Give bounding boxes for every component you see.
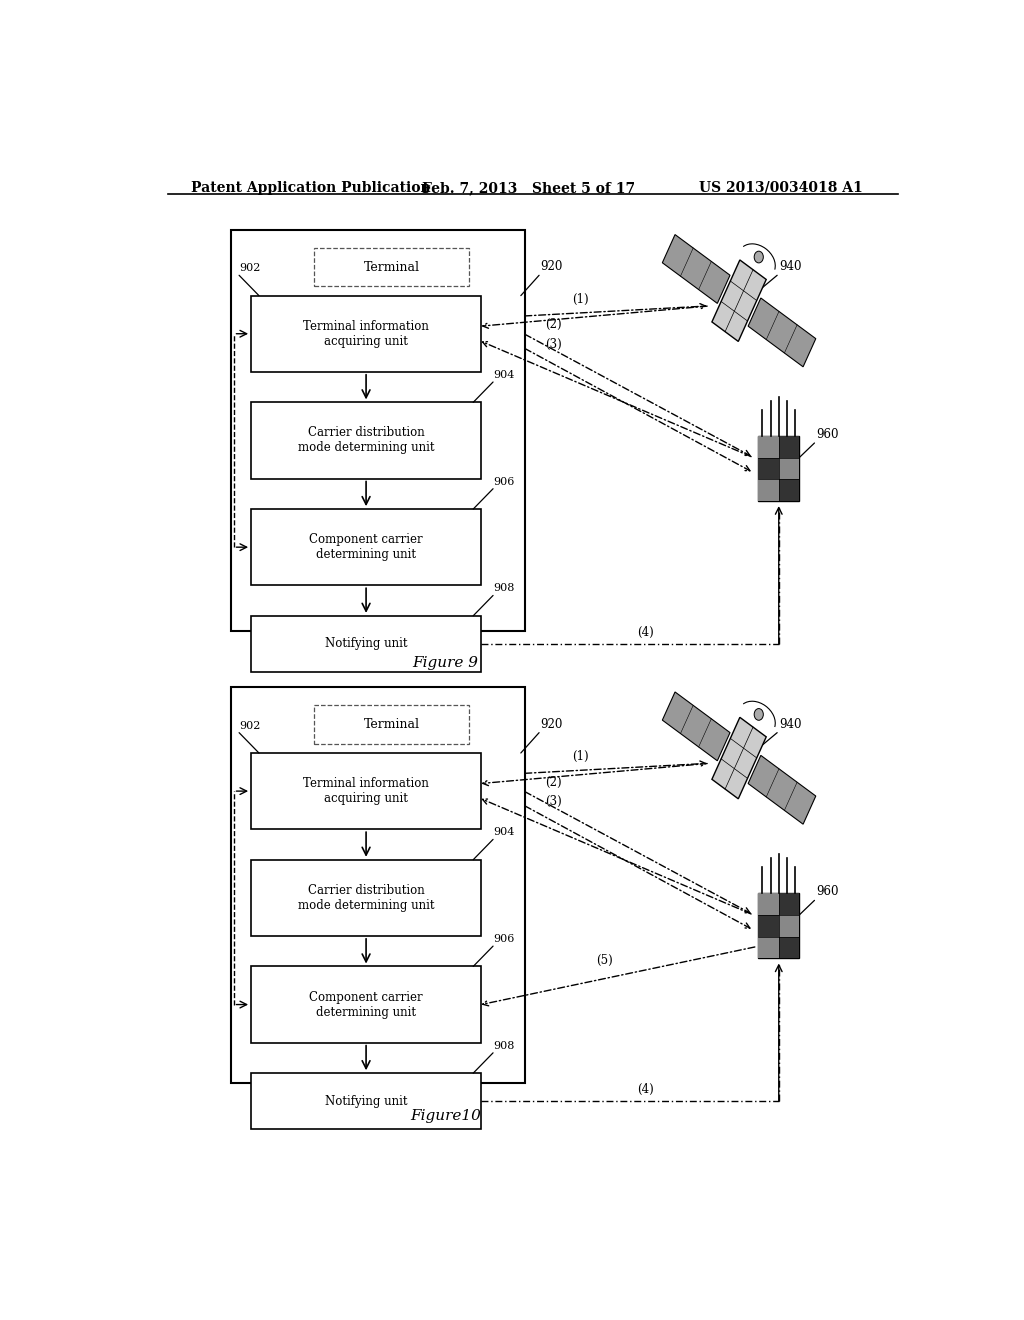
Bar — [251, 859, 481, 936]
Text: 902: 902 — [240, 721, 260, 731]
Text: (5): (5) — [596, 954, 612, 968]
Text: 906: 906 — [494, 935, 514, 944]
Bar — [759, 436, 799, 500]
Text: (3): (3) — [545, 795, 561, 808]
Bar — [759, 894, 799, 958]
Bar — [251, 296, 481, 372]
Text: US 2013/0034018 A1: US 2013/0034018 A1 — [699, 181, 863, 195]
Text: 904: 904 — [494, 828, 514, 837]
Text: 940: 940 — [779, 718, 801, 731]
Text: (1): (1) — [572, 750, 589, 763]
Polygon shape — [712, 260, 766, 342]
Text: (1): (1) — [572, 293, 589, 306]
Bar — [251, 752, 481, 829]
Circle shape — [755, 709, 763, 721]
Text: Notifying unit: Notifying unit — [325, 1094, 408, 1107]
Text: Carrier distribution
mode determining unit: Carrier distribution mode determining un… — [298, 426, 434, 454]
Text: Component carrier
determining unit: Component carrier determining unit — [309, 990, 423, 1019]
Bar — [251, 1073, 481, 1129]
Text: 904: 904 — [494, 370, 514, 380]
Text: (4): (4) — [638, 626, 654, 639]
Text: Figure 9: Figure 9 — [413, 656, 478, 671]
Circle shape — [755, 251, 763, 263]
Bar — [778, 458, 799, 479]
Text: Component carrier
determining unit: Component carrier determining unit — [309, 533, 423, 561]
Bar — [778, 436, 799, 458]
Text: 960: 960 — [816, 886, 839, 899]
Text: Terminal information
acquiring unit: Terminal information acquiring unit — [303, 319, 429, 347]
Bar — [778, 894, 799, 915]
Bar — [314, 248, 469, 286]
Text: Terminal: Terminal — [364, 718, 420, 731]
Bar — [778, 915, 799, 937]
Polygon shape — [663, 692, 730, 760]
Bar — [759, 894, 778, 915]
Text: (2): (2) — [545, 776, 561, 788]
Text: 902: 902 — [240, 263, 260, 273]
Text: Figure10: Figure10 — [410, 1109, 481, 1123]
Text: Terminal information
acquiring unit: Terminal information acquiring unit — [303, 777, 429, 805]
Text: (3): (3) — [545, 338, 561, 351]
Bar — [251, 966, 481, 1043]
Bar — [231, 686, 524, 1084]
Text: Notifying unit: Notifying unit — [325, 638, 408, 651]
Text: Carrier distribution
mode determining unit: Carrier distribution mode determining un… — [298, 884, 434, 912]
Text: 920: 920 — [541, 260, 563, 273]
Text: 920: 920 — [541, 718, 563, 731]
Bar — [759, 458, 778, 479]
Polygon shape — [663, 235, 730, 304]
Text: 908: 908 — [494, 583, 514, 594]
Bar — [778, 479, 799, 500]
Text: 960: 960 — [816, 428, 839, 441]
Text: Terminal: Terminal — [364, 260, 420, 273]
Text: Feb. 7, 2013   Sheet 5 of 17: Feb. 7, 2013 Sheet 5 of 17 — [422, 181, 635, 195]
Bar — [231, 230, 524, 631]
Bar — [251, 615, 481, 672]
Bar — [759, 937, 778, 958]
Bar — [251, 403, 481, 479]
Bar — [778, 937, 799, 958]
Bar — [759, 436, 778, 458]
Polygon shape — [749, 755, 816, 824]
Text: 906: 906 — [494, 477, 514, 487]
Text: 908: 908 — [494, 1040, 514, 1051]
Text: (2): (2) — [545, 318, 561, 331]
Polygon shape — [712, 717, 766, 799]
Text: 940: 940 — [779, 260, 801, 273]
Bar — [759, 915, 778, 937]
Bar — [251, 510, 481, 585]
Bar — [314, 705, 469, 744]
Text: (4): (4) — [638, 1082, 654, 1096]
Polygon shape — [749, 298, 816, 367]
Text: Patent Application Publication: Patent Application Publication — [191, 181, 431, 195]
Bar — [759, 479, 778, 500]
